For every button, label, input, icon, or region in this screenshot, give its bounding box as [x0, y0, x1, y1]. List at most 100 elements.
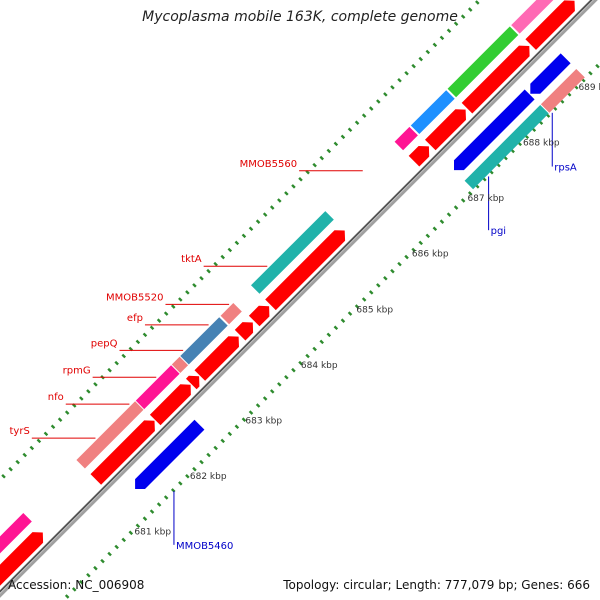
forward-tick-mark — [43, 431, 49, 437]
reverse-tick-mark — [595, 63, 600, 69]
reverse-tick-mark — [376, 283, 381, 288]
reverse-tick-mark — [199, 459, 204, 465]
reverse-tick-mark — [128, 530, 134, 536]
forward-tick-mark — [446, 28, 452, 34]
summary-footer: Topology: circular; Length: 777,079 bp; … — [283, 578, 590, 592]
reverse-tick-mark — [277, 382, 282, 387]
forward-tick-mark — [86, 389, 91, 394]
coordinate-label: 681 kbp — [134, 527, 171, 537]
forward-gene-arrow — [461, 45, 530, 114]
forward-tick-mark — [418, 56, 423, 62]
forward-tick-mark — [213, 261, 218, 267]
coordinate-label: 684 kbp — [301, 361, 338, 371]
forward-tick-mark — [467, 7, 473, 12]
reverse-tick-mark — [305, 353, 310, 359]
topology-label: Topology: — [283, 578, 340, 592]
forward-tick-mark — [8, 466, 13, 472]
forward-tick-mark — [390, 85, 395, 90]
forward-gene-label: MMOB5520 — [106, 292, 163, 303]
forward-gene-arrow — [149, 384, 191, 426]
forward-tick-mark — [284, 191, 289, 196]
forward-tick-mark — [114, 360, 119, 366]
forward-gene-arrow — [425, 109, 466, 151]
reverse-tick-mark — [439, 219, 445, 224]
forward-tick-mark — [50, 424, 56, 430]
reverse-tick-mark — [192, 466, 197, 472]
reverse-tick-mark — [312, 346, 317, 352]
forward-gene-arrow — [248, 305, 270, 327]
reverse-tick-mark — [64, 594, 70, 599]
reverse-tick-mark — [467, 191, 473, 196]
reverse-tick-mark — [347, 311, 353, 316]
reverse-tick-mark — [298, 360, 303, 366]
forward-tick-mark — [64, 410, 70, 415]
forward-tick-mark — [199, 276, 204, 281]
forward-gene-arrow — [194, 336, 239, 381]
forward-gene-arrow — [0, 532, 44, 586]
reverse-tick-mark — [418, 240, 423, 246]
reverse-tick-mark — [319, 339, 324, 345]
forward-tick-mark — [383, 92, 388, 97]
forward-tick-mark — [227, 247, 233, 253]
reverse-tick-mark — [135, 523, 141, 529]
forward-tick-mark — [107, 367, 112, 373]
forward-gene-arrow — [234, 322, 254, 341]
forward-tick-mark — [192, 283, 197, 288]
reverse-tick-mark — [453, 205, 459, 210]
reverse-tick-mark — [163, 495, 169, 500]
forward-tick-mark — [361, 113, 367, 118]
forward-tick-mark — [36, 438, 42, 444]
forward-tick-mark — [425, 49, 431, 55]
coordinate-label: 687 kbp — [467, 194, 504, 204]
reverse-gene-label: rpsA — [554, 163, 577, 174]
forward-gene-label: MMOB5560 — [240, 159, 297, 170]
forward-gene-cog-bar — [135, 365, 180, 410]
forward-gene-cog-bar — [171, 356, 189, 373]
reverse-tick-mark — [93, 565, 98, 571]
forward-tick-mark — [453, 21, 459, 26]
forward-gene-label: efp — [127, 313, 143, 324]
coordinate-label: 686 kbp — [412, 250, 449, 260]
reverse-gene-cog-bar — [540, 69, 585, 113]
reverse-gene-arrow — [135, 419, 205, 489]
reverse-gene-cog-bar — [464, 105, 549, 190]
reverse-tick-mark — [142, 516, 148, 521]
forward-gene-label: tktA — [181, 254, 202, 265]
genes-label: Genes: — [521, 578, 564, 592]
coordinate-label: 685 kbp — [356, 305, 393, 315]
forward-tick-mark — [135, 339, 141, 345]
coordinate-label: 689 kbp — [578, 83, 600, 93]
genes-value: 666 — [567, 578, 590, 592]
reverse-tick-mark — [220, 438, 226, 444]
forward-tick-mark — [248, 226, 254, 232]
reverse-tick-mark — [255, 403, 261, 408]
reverse-tick-mark — [432, 226, 438, 232]
reverse-tick-mark — [269, 389, 275, 394]
reverse-tick-mark — [79, 580, 84, 585]
reverse-tick-mark — [404, 254, 409, 260]
forward-tick-mark — [439, 35, 445, 41]
topology-value: circular — [343, 578, 388, 592]
length-value: 777,079 bp — [444, 578, 514, 592]
forward-tick-mark — [347, 127, 353, 133]
forward-tick-mark — [156, 318, 162, 323]
forward-tick-mark — [354, 120, 360, 125]
reverse-tick-mark — [390, 268, 395, 274]
forward-tick-mark — [206, 268, 211, 274]
forward-tick-mark — [149, 325, 155, 331]
reverse-tick-mark — [446, 212, 452, 217]
forward-tick-mark — [277, 198, 282, 203]
reverse-tick-mark — [262, 396, 268, 401]
reverse-tick-mark — [291, 367, 296, 373]
forward-tick-mark — [178, 297, 183, 302]
forward-tick-mark — [255, 219, 261, 224]
forward-tick-mark — [376, 99, 381, 104]
forward-tick-mark — [475, 0, 480, 5]
forward-tick-mark — [298, 177, 303, 182]
accession-footer: Accession: NC_006908 — [8, 578, 144, 592]
forward-gene-label: rpmG — [63, 365, 91, 376]
forward-gene-cog-bar — [251, 211, 334, 294]
